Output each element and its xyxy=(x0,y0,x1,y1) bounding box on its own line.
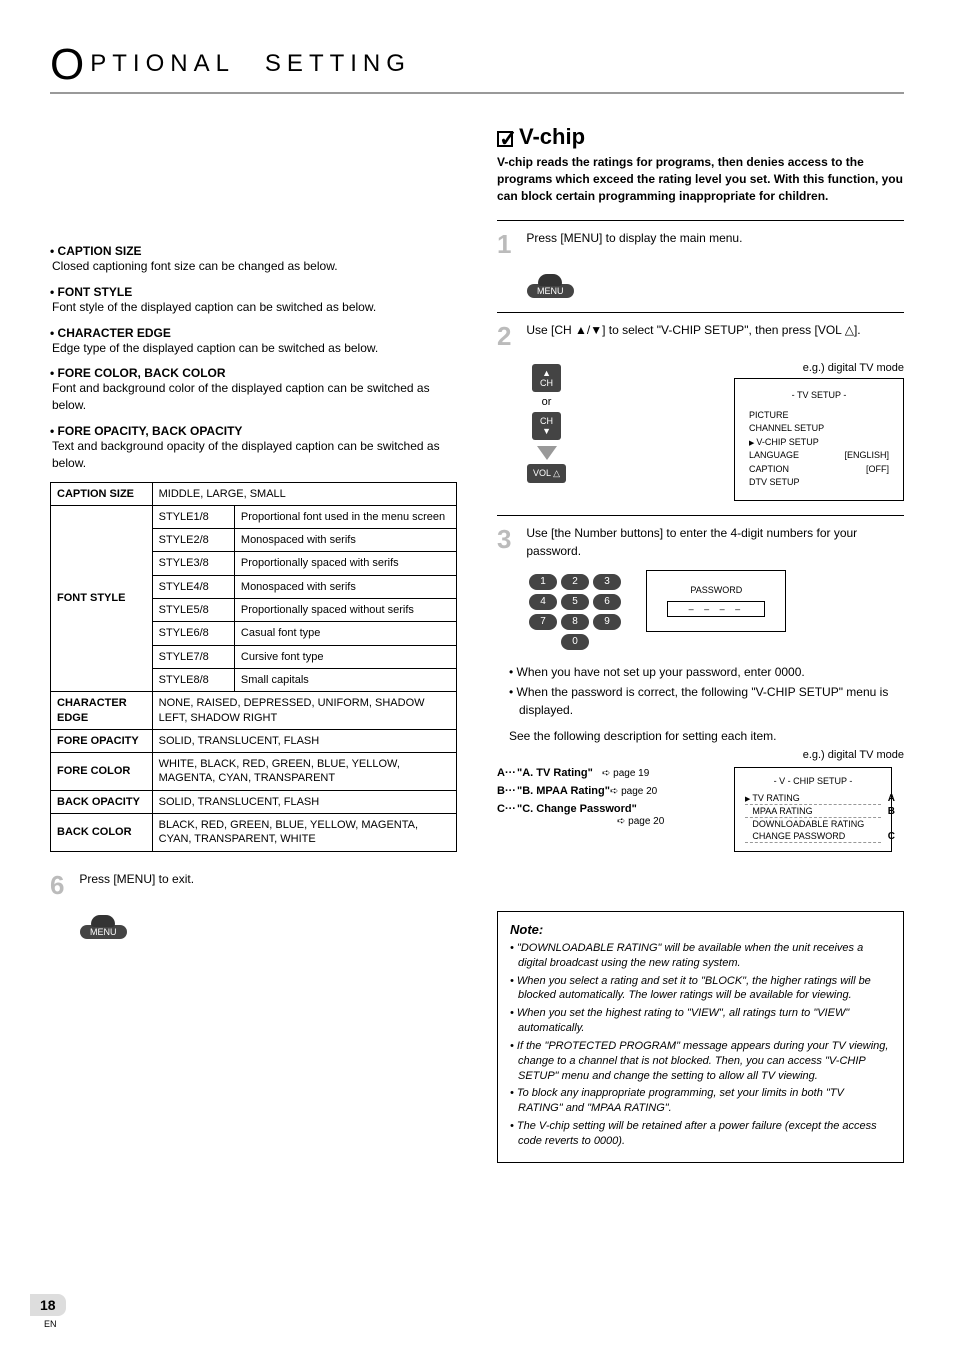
step-6-text: Press [MENU] to exit. xyxy=(79,870,456,888)
ch-up-button: ▲CH xyxy=(532,364,561,392)
caption-table: CAPTION SIZEMIDDLE, LARGE, SMALLFONT STY… xyxy=(50,482,457,852)
step-2-num: 2 xyxy=(497,321,523,352)
step-1-num: 1 xyxy=(497,229,523,260)
vol-button: VOL △ xyxy=(527,464,566,483)
caption-item: • CAPTION SIZEClosed captioning font siz… xyxy=(50,244,457,275)
step-3-num: 3 xyxy=(497,524,523,555)
tv-setup-box: - TV SETUP - PICTURE CHANNEL SETUP V-CHI… xyxy=(734,378,904,501)
step-6-num: 6 xyxy=(50,870,76,901)
page-header: OPTIONAL SETTING xyxy=(50,40,904,94)
note-box: Note: "DOWNLOADABLE RATING" will be avai… xyxy=(497,911,904,1163)
caption-item: • FORE COLOR, BACK COLORFont and backgro… xyxy=(50,366,457,414)
ch-down-button: CH▼ xyxy=(532,412,561,440)
header-title: PTIONAL SETTING xyxy=(90,50,411,77)
numpad: 123 456 789 0 xyxy=(527,570,623,653)
vchip-title: ✓V-chip xyxy=(497,124,904,150)
remote-ch-buttons: ▲CH or CH▼ VOL △ xyxy=(527,362,566,483)
step-2-text: Use [CH ▲/▼] to select "V-CHIP SETUP", t… xyxy=(526,321,903,339)
see-description: See the following description for settin… xyxy=(509,727,904,745)
left-column: • CAPTION SIZEClosed captioning font siz… xyxy=(50,124,457,1163)
caption-item: • CHARACTER EDGEEdge type of the display… xyxy=(50,326,457,357)
arrow-down-icon xyxy=(537,446,557,460)
ref-c: C···"C. Change Password"➪ page 20 xyxy=(497,803,717,827)
ref-a: A···"A. TV Rating" ➪ page 19 xyxy=(497,767,717,779)
eg-label: e.g.) digital TV mode xyxy=(596,362,904,374)
step-1-text: Press [MENU] to display the main menu. xyxy=(526,229,903,247)
vchip-setup-box: - V - CHIP SETUP - TV RATINGA MPAA RATIN… xyxy=(734,767,892,852)
right-column: ✓V-chip V-chip reads the ratings for pro… xyxy=(497,124,904,1163)
password-notes: When you have not set up your password, … xyxy=(509,663,904,719)
ref-b: B···"B. MPAA Rating"➪ page 20 xyxy=(497,785,717,797)
menu-button-icon: MENU xyxy=(527,284,574,298)
caption-item: • FORE OPACITY, BACK OPACITYText and bac… xyxy=(50,424,457,472)
password-box: PASSWORD – – – – xyxy=(646,570,786,632)
menu-button-icon: MENU xyxy=(80,925,127,939)
step-3-text: Use [the Number buttons] to enter the 4-… xyxy=(526,524,903,560)
vchip-intro: V-chip reads the ratings for programs, t… xyxy=(497,154,904,204)
caption-item: • FONT STYLEFont style of the displayed … xyxy=(50,285,457,316)
page-number: 18 EN xyxy=(30,1294,66,1330)
